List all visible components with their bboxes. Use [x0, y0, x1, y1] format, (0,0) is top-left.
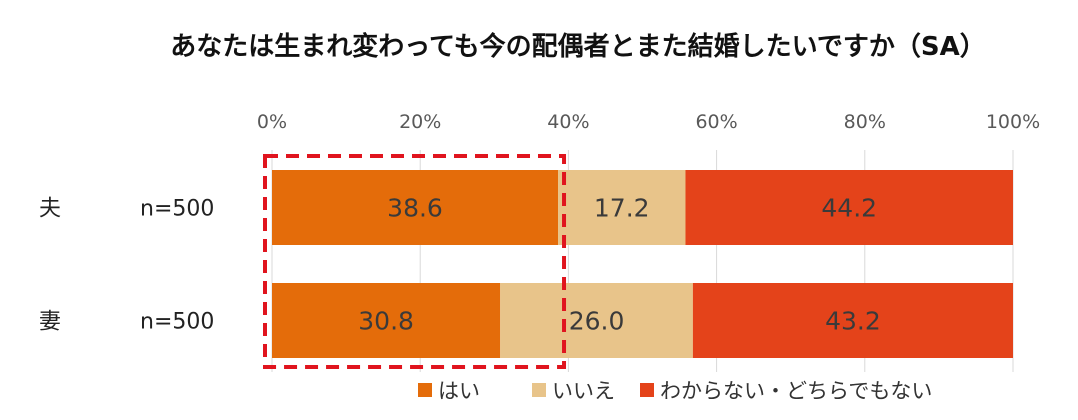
x-tick-label: 20%: [399, 111, 441, 133]
data-label: 43.2: [825, 307, 881, 336]
data-label: 44.2: [821, 194, 877, 223]
bar-segment: [685, 170, 1013, 245]
category-label: 夫: [39, 197, 61, 222]
bar-segment: [500, 283, 693, 358]
legend-swatch: [532, 383, 546, 397]
chart-title: あなたは生まれ変わっても今の配偶者とまた結婚したいですか（SA）: [170, 31, 985, 62]
x-axis-ticks: 0% 20% 40% 60% 80% 100%: [257, 111, 1040, 133]
category-label: 妻: [39, 310, 61, 335]
legend: はい いいえ わからない・どちらでもない: [418, 379, 932, 403]
legend-label: わからない・どちらでもない: [660, 379, 932, 403]
data-label: 38.6: [387, 194, 443, 223]
data-label: 30.8: [358, 307, 414, 336]
bar-segment: [692, 283, 1013, 358]
x-tick-label: 0%: [257, 111, 287, 133]
x-tick-label: 60%: [695, 111, 737, 133]
legend-label: いいえ: [552, 379, 615, 403]
bar-segment: [272, 170, 559, 245]
x-tick-label: 40%: [547, 111, 589, 133]
data-label: 26.0: [569, 307, 625, 336]
data-label: 17.2: [594, 194, 650, 223]
highlight-box: [263, 154, 567, 369]
legend-label: はい: [438, 379, 480, 403]
bar-segment: [558, 170, 686, 245]
sample-size-label: n=500: [140, 310, 214, 335]
bars: 38.6 17.2 44.2 30.8 26.0 43.2: [272, 170, 1013, 358]
legend-swatch: [418, 383, 432, 397]
x-tick-label: 100%: [986, 111, 1040, 133]
bar-segment: [272, 283, 501, 358]
legend-swatch: [640, 383, 654, 397]
category-labels: 夫 n=500 妻 n=500: [39, 197, 214, 335]
x-tick-label: 80%: [844, 111, 886, 133]
sample-size-label: n=500: [140, 197, 214, 222]
